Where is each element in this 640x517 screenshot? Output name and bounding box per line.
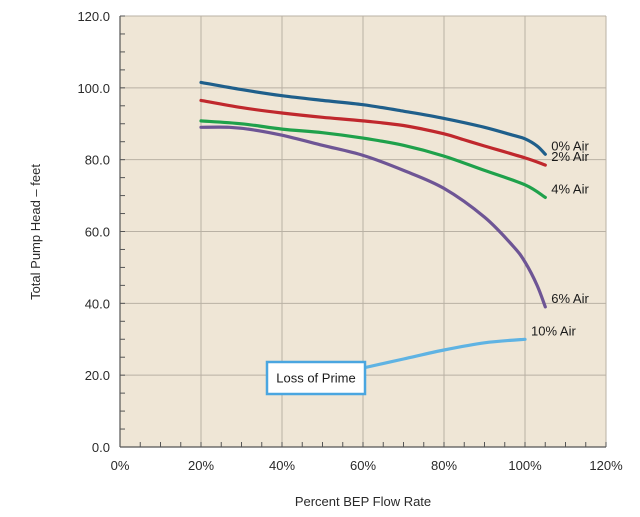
x-tick-label: 60% bbox=[350, 458, 376, 473]
loss-of-prime-box bbox=[265, 360, 367, 396]
series-line-0pct-air bbox=[199, 80, 547, 156]
y-tick-label: 100.0 bbox=[77, 81, 110, 96]
x-tick-label: 40% bbox=[269, 458, 295, 473]
x-tick-label: 20% bbox=[188, 458, 214, 473]
x-tick-label: 120% bbox=[589, 458, 623, 473]
y-tick-label: 40.0 bbox=[85, 296, 110, 311]
series-line-2pct-air bbox=[199, 98, 547, 167]
series-line-4pct-air bbox=[199, 119, 547, 199]
series-label-4pct-air: 4% Air bbox=[551, 181, 589, 196]
loss-of-prime-label: Loss of Prime bbox=[276, 371, 355, 386]
series-line-10pct-air bbox=[361, 337, 527, 370]
series-label-0pct-air: 0% Air bbox=[551, 138, 589, 153]
loss-of-prime-callout: Loss of Prime bbox=[265, 360, 367, 396]
y-tick-labels: 0.0 20.0 40.0 60.0 80.0 100.0 120.0 bbox=[77, 9, 110, 455]
axes bbox=[119, 15, 607, 448]
series-lines bbox=[199, 80, 547, 370]
y-tick-label: 20.0 bbox=[85, 368, 110, 383]
x-tick-label: 0% bbox=[111, 458, 130, 473]
series-label-2pct-air: 2% Air bbox=[551, 149, 589, 164]
y-tick-label: 0.0 bbox=[92, 440, 110, 455]
y-tick-label: 80.0 bbox=[85, 153, 110, 168]
x-tick-label: 100% bbox=[508, 458, 542, 473]
x-axis-title: Percent BEP Flow Rate bbox=[295, 494, 431, 509]
series-line-6pct-air bbox=[199, 125, 547, 309]
y-tick-label: 60.0 bbox=[85, 225, 110, 240]
series-label-6pct-air: 6% Air bbox=[551, 291, 589, 306]
y-axis-title: Total Pump Head – feet bbox=[28, 164, 43, 300]
x-tick-labels: 0% 20% 40% 60% 80% 100% 120% bbox=[111, 458, 623, 473]
y-tick-label: 120.0 bbox=[77, 9, 110, 24]
x-tick-label: 80% bbox=[431, 458, 457, 473]
series-label-10pct-air: 10% Air bbox=[531, 323, 576, 338]
